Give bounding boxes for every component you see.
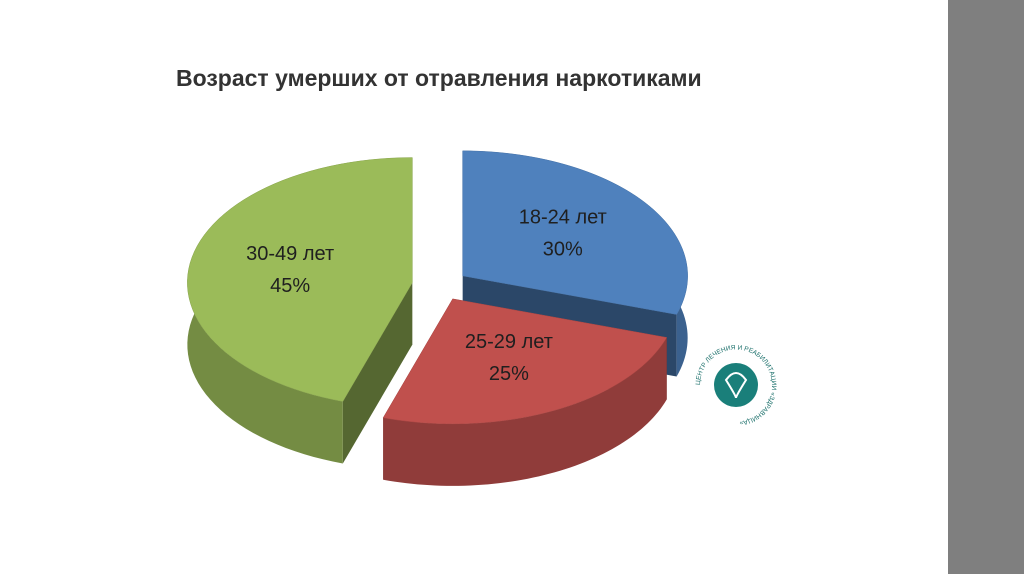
chart-title: Возраст умерших от отравления наркотикам… [176, 65, 702, 91]
slice-cut-face [342, 282, 413, 464]
slice-side [383, 337, 667, 486]
slice-value-label: 30% [543, 238, 583, 260]
side-bar [948, 0, 1024, 574]
slice-category-label: 25-29 лет [465, 331, 553, 353]
slice-top [187, 157, 413, 402]
slice-top [382, 298, 668, 425]
slice-category-label: 18-24 лет [519, 206, 607, 228]
pie-chart: 18-24 лет 30% 30-49 лет 45% 25-29 лет 25% [187, 150, 688, 486]
slice-category-label: 30-49 лет [246, 243, 334, 265]
slice-top [462, 150, 688, 315]
slice-value-label: 25% [489, 363, 529, 385]
logo-emblem [714, 363, 758, 407]
logo-heart [724, 372, 748, 399]
slice-value-label: 45% [270, 275, 310, 297]
slice: 30-49 лет 45% [187, 157, 413, 464]
slice: 25-29 лет 25% [382, 298, 668, 486]
